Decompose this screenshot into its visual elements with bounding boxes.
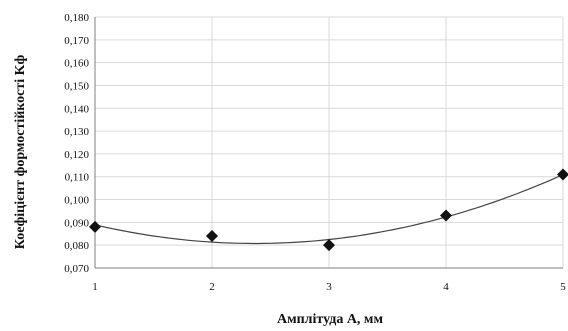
y-tick-label: 0,150 [64,80,89,92]
y-tick-label: 0,130 [64,126,89,138]
grid [95,16,564,268]
y-tick-label: 0,110 [65,172,90,184]
y-tick-label: 0,170 [64,35,89,47]
data-point [206,230,218,243]
y-tick-labels: 0,070 0,080 0,090 0,100 0,110 0,120 0,130 0,140… [64,12,89,275]
x-tick-label: 2 [209,281,215,293]
y-tick-label: 0,140 [64,103,89,115]
data-point [89,220,101,233]
y-tick-label: 0,090 [64,217,89,229]
x-tick-label: 1 [92,281,98,293]
y-tick-label: 0,080 [64,240,89,252]
y-tick-label: 0,180 [64,12,89,24]
y-tick-label: 0,160 [64,58,89,70]
x-tick-label: 3 [326,281,332,293]
x-tick-label: 5 [560,281,566,293]
y-tick-label: 0,120 [64,149,89,161]
data-point [323,239,335,252]
markers [89,168,568,252]
x-tick-label: 4 [443,281,449,293]
data-point [440,209,452,222]
y-tick-label: 0,100 [64,195,89,207]
data-point [557,168,568,181]
y-tick-label: 0,070 [64,263,89,275]
x-axis-title: Амплітуда A, мм [277,312,383,327]
y-axis-title: Коефіцієнт формостійкості Kф [13,54,28,249]
x-tick-labels: 1 2 3 4 5 [92,281,566,293]
